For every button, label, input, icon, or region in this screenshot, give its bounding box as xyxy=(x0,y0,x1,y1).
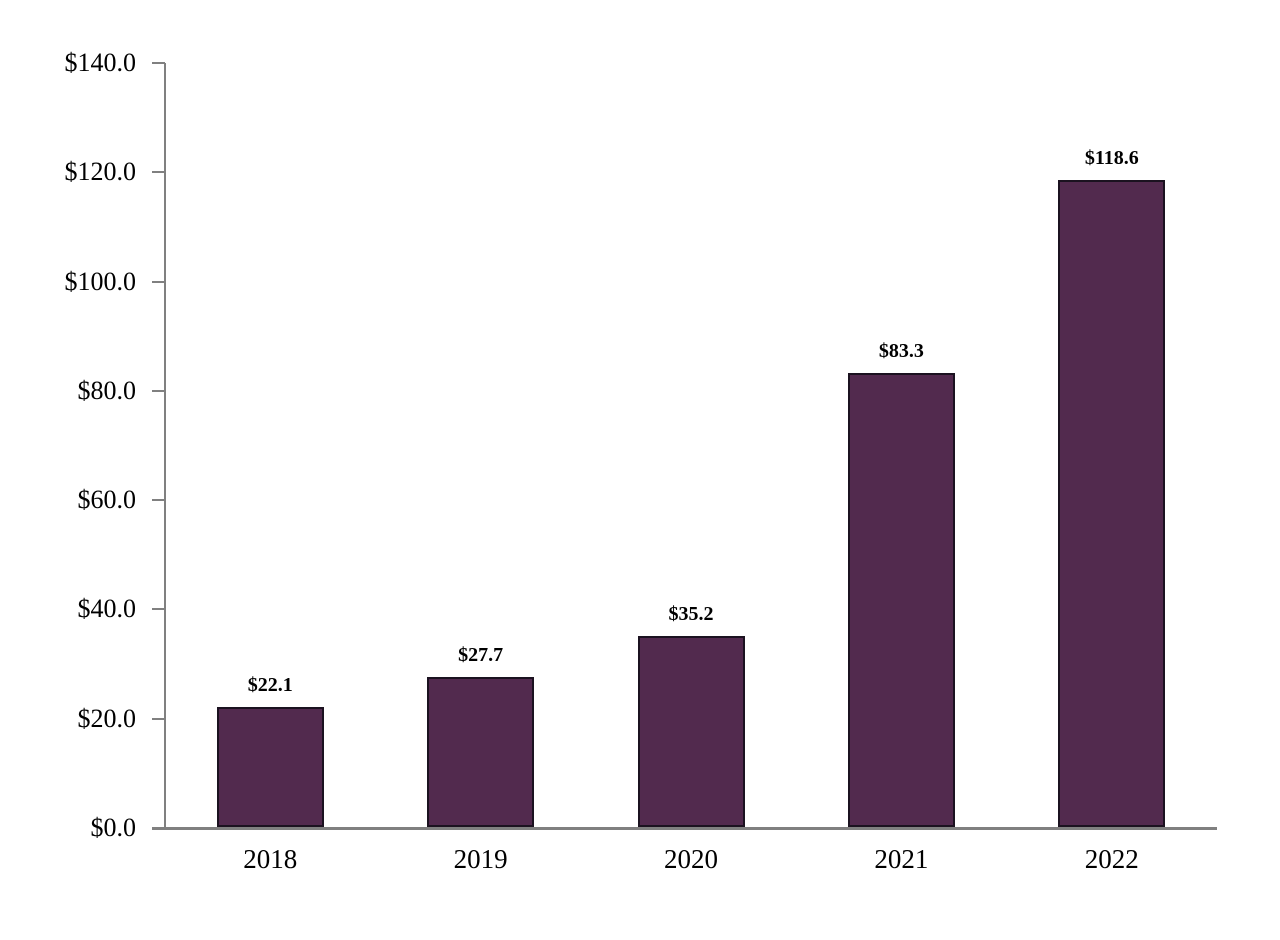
bar xyxy=(427,676,535,827)
y-axis-tick-label: $60.0 xyxy=(77,485,137,515)
y-axis-tick-label: $20.0 xyxy=(77,703,137,733)
bar-value-label: $35.2 xyxy=(668,602,714,625)
y-axis-tick xyxy=(152,717,165,720)
y-axis-tick xyxy=(152,62,165,64)
x-category-label: 2021 xyxy=(874,844,929,874)
bar-value-label: $83.3 xyxy=(878,339,924,362)
x-category-label: 2020 xyxy=(664,844,718,874)
bar-value-label: $22.1 xyxy=(247,674,293,697)
y-axis-line xyxy=(164,63,166,828)
bar xyxy=(847,372,955,827)
y-axis-tick xyxy=(152,171,165,174)
x-category-label: 2018 xyxy=(243,844,298,874)
y-axis-tick xyxy=(152,280,165,283)
y-axis-tick-label: $80.0 xyxy=(77,375,137,405)
bar xyxy=(1058,179,1166,827)
y-axis-tick-label: $100.0 xyxy=(64,266,137,296)
y-axis-tick xyxy=(152,389,165,392)
bar xyxy=(637,635,745,827)
bar-value-label: $27.7 xyxy=(458,643,504,666)
x-category-label: 2019 xyxy=(453,844,508,874)
x-axis-line xyxy=(152,827,1217,830)
y-axis-tick xyxy=(152,499,165,502)
bar-value-label: $118.6 xyxy=(1084,146,1139,169)
x-category-label: 2022 xyxy=(1084,844,1139,874)
y-axis-tick xyxy=(152,608,165,611)
y-axis-tick-label: $40.0 xyxy=(77,594,137,624)
y-axis-tick-label: $140.0 xyxy=(64,48,137,77)
y-axis-tick-label: $0.0 xyxy=(90,813,137,842)
y-axis-tick-label: $120.0 xyxy=(64,157,137,187)
bar xyxy=(216,707,324,827)
